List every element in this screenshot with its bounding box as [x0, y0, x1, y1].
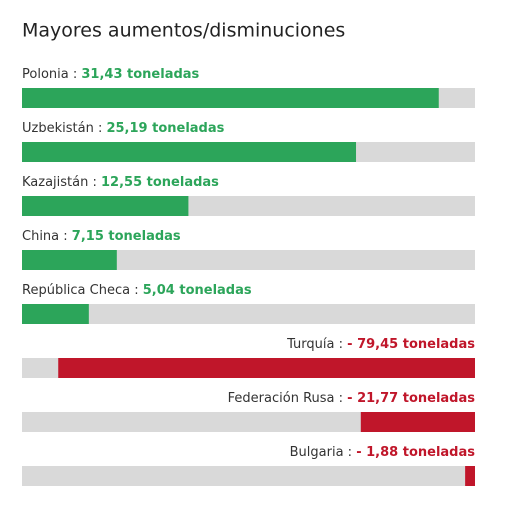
value-label: - 21,77 toneladas — [347, 391, 475, 406]
value-label: 25,19 toneladas — [106, 121, 224, 136]
value-label: 12,55 toneladas — [101, 175, 219, 190]
bar-track — [22, 466, 475, 486]
chart-title: Mayores aumentos/disminuciones — [22, 20, 345, 42]
value-label: 7,15 toneladas — [72, 229, 181, 244]
category-label: Kazajistán — [22, 175, 88, 190]
separator: : — [88, 175, 101, 190]
bar-track — [22, 250, 475, 270]
category-label: Turquía — [286, 337, 334, 352]
bar-label: Bulgaria : - 1,88 toneladas — [290, 445, 476, 460]
separator: : — [59, 229, 72, 244]
separator: : — [335, 391, 348, 406]
bar-label: República Checa : 5,04 toneladas — [22, 283, 252, 298]
bar-label: Turquía : - 79,45 toneladas — [286, 337, 475, 352]
bar — [22, 250, 117, 270]
category-label: República Checa — [22, 283, 130, 298]
bar — [22, 196, 189, 216]
value-label: 5,04 toneladas — [143, 283, 252, 298]
bar-label: Polonia : 31,43 toneladas — [22, 67, 200, 82]
value-label: 31,43 toneladas — [81, 67, 199, 82]
bar — [22, 142, 357, 162]
bar — [360, 412, 475, 432]
category-label: Uzbekistán — [22, 121, 94, 136]
separator: : — [130, 283, 143, 298]
value-label: - 1,88 toneladas — [356, 445, 475, 460]
bar-label: China : 7,15 toneladas — [22, 229, 181, 244]
value-label: - 79,45 toneladas — [347, 337, 475, 352]
separator: : — [69, 67, 82, 82]
bar-label: Uzbekistán : 25,19 toneladas — [22, 121, 225, 136]
bar — [58, 358, 476, 378]
separator: : — [94, 121, 107, 136]
category-label: Federación Rusa — [228, 391, 335, 406]
category-label: China — [22, 229, 59, 244]
separator: : — [344, 445, 357, 460]
separator: : — [335, 337, 348, 352]
bar — [22, 304, 89, 324]
category-label: Bulgaria — [290, 445, 344, 460]
bar — [465, 466, 475, 486]
bar-track — [22, 304, 475, 324]
category-label: Polonia — [22, 67, 69, 82]
bar-label: Federación Rusa : - 21,77 toneladas — [228, 391, 476, 406]
bar-label: Kazajistán : 12,55 toneladas — [22, 175, 219, 190]
bar — [22, 88, 439, 108]
